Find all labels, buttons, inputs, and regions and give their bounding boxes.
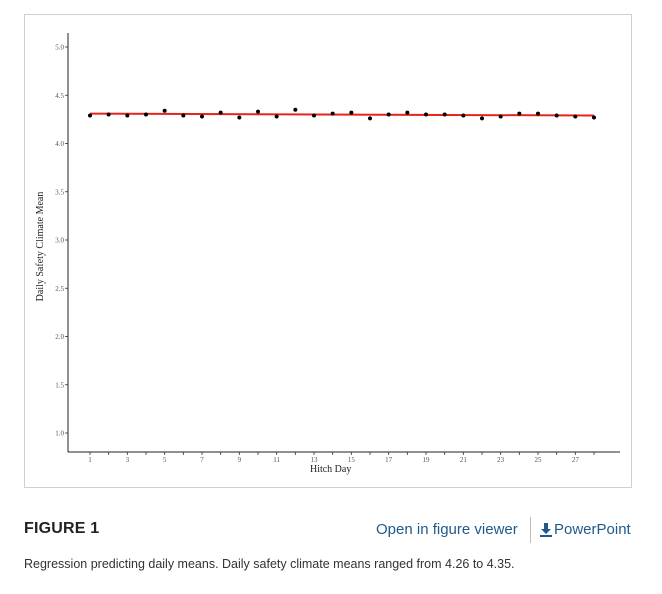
- y-tick-label: 4.0: [55, 140, 64, 148]
- data-point: [554, 113, 559, 118]
- chart: 1.01.52.02.53.03.54.04.55.01 3 5 7 9 11 13 15 17…: [35, 33, 620, 475]
- x-tick-label: 25: [535, 456, 543, 464]
- y-tick-label: 2.0: [55, 333, 64, 341]
- x-tick-label: 15: [348, 456, 356, 464]
- data-point: [536, 111, 540, 116]
- x-tick-label: 13: [311, 456, 319, 464]
- x-tick-label: 21: [460, 456, 468, 464]
- data-point: [461, 113, 466, 118]
- y-tick-label: 1.5: [55, 381, 64, 389]
- x-tick-label: 7: [200, 456, 204, 464]
- data-point: [106, 112, 111, 117]
- data-point: [181, 113, 186, 118]
- data-point: [293, 107, 298, 112]
- data-point: [312, 113, 316, 118]
- data-point: [349, 110, 354, 115]
- y-tick-label: 4.5: [55, 92, 64, 100]
- data-point: [330, 111, 335, 116]
- x-tick-label: 1: [88, 456, 92, 464]
- y-axis-title: Daily Safety Climate Mean: [35, 192, 46, 302]
- data-point: [274, 114, 279, 119]
- x-tick-label: 19: [423, 456, 431, 464]
- x-axis-title: Hitch Day: [310, 464, 351, 475]
- x-tick-label: 9: [238, 456, 242, 464]
- y-tick-label: 3.5: [55, 188, 64, 196]
- data-point: [498, 114, 503, 119]
- x-tick-label: 27: [572, 456, 580, 464]
- y-tick-label: 1.0: [55, 430, 64, 438]
- data-point: [88, 113, 92, 118]
- x-tick-label: 17: [385, 456, 393, 464]
- figure-label: FIGURE 1: [24, 520, 100, 537]
- y-tick-label: 3.0: [55, 237, 64, 245]
- data-point: [144, 112, 148, 117]
- y-tick-label: 5.0: [55, 44, 64, 52]
- x-tick-label: 23: [497, 456, 505, 464]
- data-point: [368, 116, 372, 121]
- data-point: [386, 112, 391, 117]
- x-tick-label: 3: [126, 456, 130, 464]
- data-point: [424, 112, 428, 117]
- x-tick-label: 5: [163, 456, 167, 464]
- regression-line: [89, 112, 595, 117]
- download-icon: [540, 522, 552, 537]
- figure-image: 1.0 1.5 2.0 2.5 3.0 3.5 4.0 4.5 5.0 1 3 5 7 9 11 13 15 17…: [24, 14, 632, 488]
- data-point: [592, 115, 596, 120]
- data-point: [573, 114, 578, 119]
- data-point: [200, 114, 204, 119]
- data-point: [480, 116, 484, 121]
- x-tick-label: 11: [273, 456, 280, 464]
- powerpoint-download-link[interactable]: PowerPoint: [540, 521, 631, 538]
- open-figure-viewer-link[interactable]: Open in figure viewer: [376, 521, 518, 538]
- link-separator: [530, 517, 531, 543]
- data-point: [405, 110, 410, 115]
- figure-caption: Regression predicting daily means. Daily…: [24, 557, 515, 571]
- data-point: [256, 109, 260, 114]
- data-point: [125, 113, 130, 118]
- data-point: [442, 112, 447, 117]
- data-point: [237, 115, 242, 120]
- data-point: [218, 110, 223, 115]
- y-tick-label: 2.5: [55, 285, 64, 293]
- data-point: [162, 108, 167, 113]
- powerpoint-label: PowerPoint: [554, 521, 631, 538]
- data-point: [517, 111, 522, 116]
